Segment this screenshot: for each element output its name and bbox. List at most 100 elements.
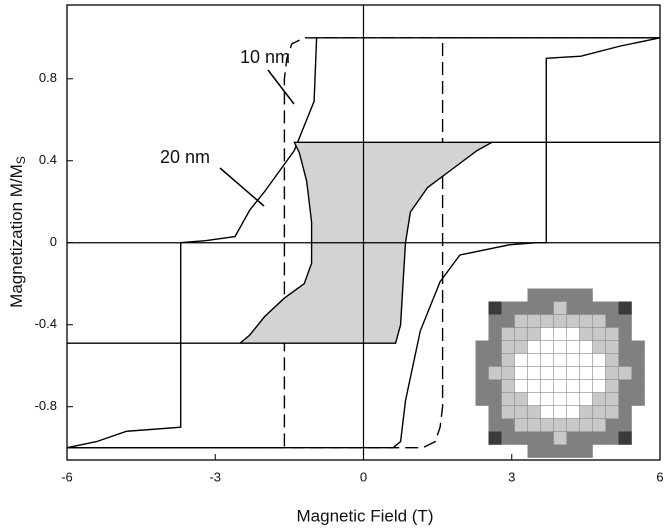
inset-cell bbox=[580, 367, 593, 380]
inset-cell bbox=[528, 380, 541, 393]
inset-cell bbox=[580, 315, 593, 328]
inset-cell bbox=[489, 302, 502, 315]
inset-cell bbox=[554, 302, 567, 315]
inset-cell bbox=[567, 354, 580, 367]
inset-cell bbox=[502, 328, 515, 341]
inset-cell bbox=[489, 419, 502, 432]
inset-cell bbox=[619, 367, 632, 380]
inset-cell bbox=[606, 380, 619, 393]
inset-cell bbox=[489, 393, 502, 406]
y-tick-label: 0.8 bbox=[39, 70, 57, 85]
inset-cell bbox=[502, 393, 515, 406]
inset-cell bbox=[502, 406, 515, 419]
inset-cell bbox=[515, 302, 528, 315]
inset-cell bbox=[528, 302, 541, 315]
inset-cell bbox=[580, 380, 593, 393]
x-axis-title: Magnetic Field (T) bbox=[297, 506, 434, 525]
inset-cell bbox=[515, 393, 528, 406]
inset-cell bbox=[541, 341, 554, 354]
inset-cell bbox=[541, 328, 554, 341]
x-tick-label: 6 bbox=[656, 469, 663, 484]
annotation-leader bbox=[268, 70, 294, 104]
inset-cell bbox=[528, 432, 541, 445]
inset-cell bbox=[528, 341, 541, 354]
inset-cell bbox=[619, 341, 632, 354]
inset-cell bbox=[567, 419, 580, 432]
inset-cell bbox=[580, 445, 593, 458]
inset-cell bbox=[593, 367, 606, 380]
inset-cell bbox=[593, 419, 606, 432]
inset-cell bbox=[567, 393, 580, 406]
inset-cell bbox=[619, 406, 632, 419]
inset-cell bbox=[567, 432, 580, 445]
inset-cell bbox=[619, 328, 632, 341]
inset-cell bbox=[541, 354, 554, 367]
inset-cell bbox=[502, 341, 515, 354]
inset-cell bbox=[606, 406, 619, 419]
inset-cell bbox=[606, 432, 619, 445]
inset-cell bbox=[489, 354, 502, 367]
inset-cell bbox=[632, 354, 645, 367]
y-tick-label: -0.8 bbox=[35, 398, 57, 413]
inset-cell bbox=[515, 419, 528, 432]
inset-cell bbox=[567, 302, 580, 315]
inset-cell bbox=[593, 341, 606, 354]
inset-cell bbox=[515, 367, 528, 380]
inset-cell bbox=[515, 432, 528, 445]
inset-cell bbox=[632, 341, 645, 354]
inset-cell bbox=[528, 393, 541, 406]
inset-cell bbox=[580, 432, 593, 445]
inset-cell bbox=[515, 328, 528, 341]
inset-cell bbox=[554, 354, 567, 367]
y-axis-title-main: Magnetization M/M bbox=[7, 164, 26, 308]
inset-cell bbox=[619, 302, 632, 315]
inset-cell bbox=[606, 341, 619, 354]
inset-cell bbox=[476, 354, 489, 367]
y-tick-label: -0.4 bbox=[35, 316, 57, 331]
inset-cell bbox=[606, 354, 619, 367]
inset-cell bbox=[580, 393, 593, 406]
inset-cell bbox=[502, 354, 515, 367]
inset-cell bbox=[580, 406, 593, 419]
inset-cell bbox=[606, 393, 619, 406]
inset-cell bbox=[554, 328, 567, 341]
inset-cell bbox=[593, 302, 606, 315]
inset-cell bbox=[489, 406, 502, 419]
inset-cell bbox=[502, 419, 515, 432]
inset-cell bbox=[554, 380, 567, 393]
inset-cell bbox=[515, 380, 528, 393]
inset-cell bbox=[528, 419, 541, 432]
inset-cell bbox=[606, 367, 619, 380]
inset-cell bbox=[593, 354, 606, 367]
inset-cell bbox=[489, 380, 502, 393]
inset-cell bbox=[567, 367, 580, 380]
inset-cell bbox=[515, 354, 528, 367]
x-tick-label: -3 bbox=[209, 469, 221, 484]
inset-cell bbox=[541, 406, 554, 419]
inset-cell bbox=[476, 341, 489, 354]
inset-cell bbox=[515, 341, 528, 354]
inset-cell bbox=[476, 380, 489, 393]
inset-cell bbox=[567, 406, 580, 419]
inset-cell bbox=[593, 315, 606, 328]
y-tick-label: 0.4 bbox=[39, 152, 57, 167]
y-axis-title-sub: S bbox=[14, 156, 28, 164]
inset-cell bbox=[541, 419, 554, 432]
inset-cell bbox=[580, 328, 593, 341]
inset-cell bbox=[606, 302, 619, 315]
inset-cell bbox=[528, 367, 541, 380]
inset-cell bbox=[632, 393, 645, 406]
inset-cell bbox=[476, 393, 489, 406]
inset-cell bbox=[541, 367, 554, 380]
inset-cell bbox=[541, 315, 554, 328]
inset-cell bbox=[476, 367, 489, 380]
inset-cell bbox=[502, 315, 515, 328]
inset-cell bbox=[606, 315, 619, 328]
y-tick-label: 0 bbox=[50, 234, 57, 249]
inset-cell bbox=[502, 380, 515, 393]
x-tick-label: -6 bbox=[61, 469, 73, 484]
inset-cell bbox=[554, 315, 567, 328]
inset-cell bbox=[541, 289, 554, 302]
inset-cell bbox=[567, 315, 580, 328]
inset-cell bbox=[541, 445, 554, 458]
